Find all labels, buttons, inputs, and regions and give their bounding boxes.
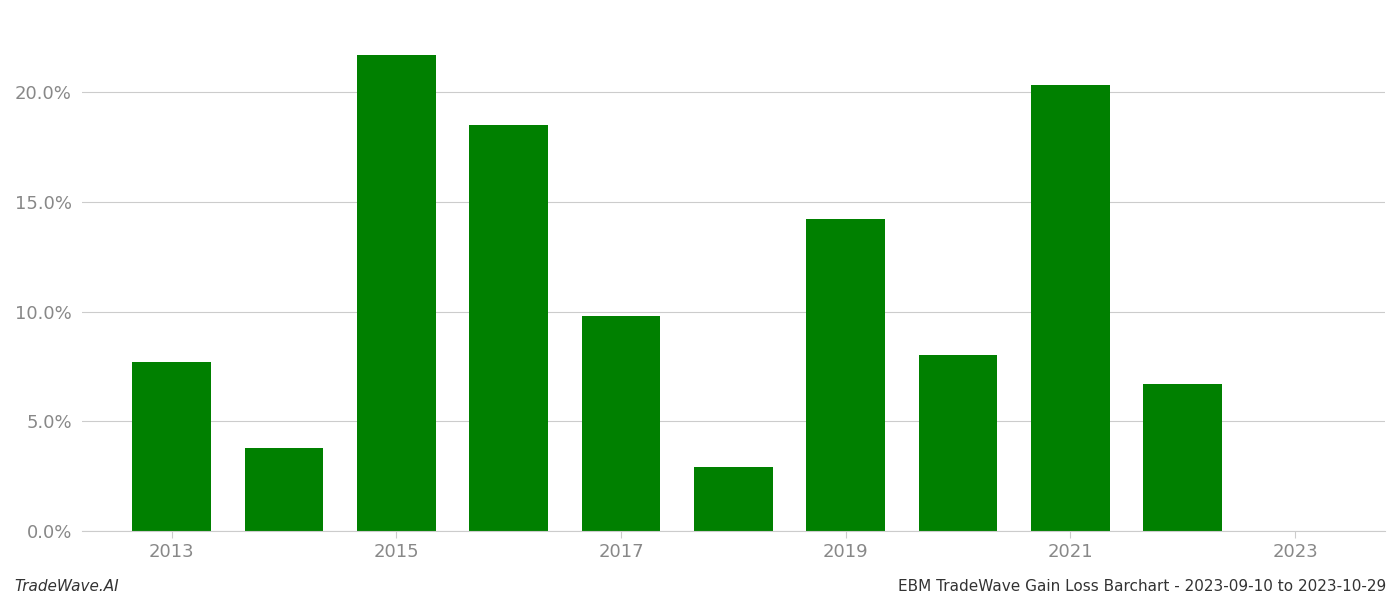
Bar — [245, 448, 323, 531]
Bar — [469, 125, 547, 531]
Bar — [132, 362, 211, 531]
Bar — [581, 316, 661, 531]
Bar — [1030, 85, 1110, 531]
Bar — [1144, 384, 1222, 531]
Bar — [806, 219, 885, 531]
Bar — [694, 467, 773, 531]
Text: EBM TradeWave Gain Loss Barchart - 2023-09-10 to 2023-10-29: EBM TradeWave Gain Loss Barchart - 2023-… — [897, 579, 1386, 594]
Text: TradeWave.AI: TradeWave.AI — [14, 579, 119, 594]
Bar — [357, 55, 435, 531]
Bar — [918, 355, 997, 531]
